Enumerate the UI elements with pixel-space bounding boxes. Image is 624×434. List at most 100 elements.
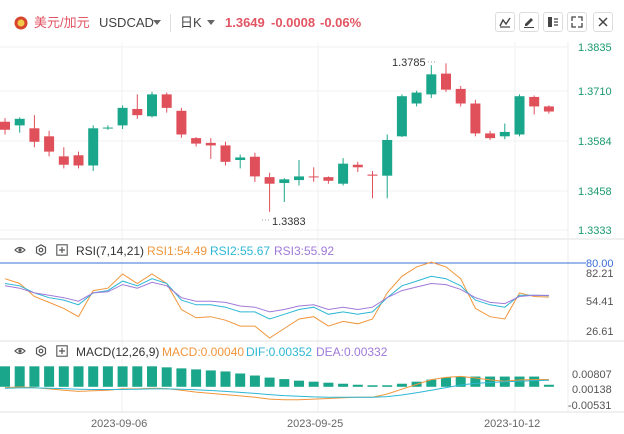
rsi3-value: RSI3:55.92 xyxy=(274,244,335,258)
candle-down xyxy=(249,156,260,177)
candle-down xyxy=(323,177,334,181)
dif-value: DIF:0.00352 xyxy=(246,345,313,359)
candle-up xyxy=(235,157,246,161)
add-indicator-icon[interactable] xyxy=(56,345,68,357)
candle-down xyxy=(73,155,84,166)
add-indicator-icon[interactable] xyxy=(56,244,68,256)
candle-down xyxy=(161,94,172,108)
eye-icon[interactable] xyxy=(14,345,26,357)
close-icon[interactable] xyxy=(593,12,613,32)
toolbar-divider xyxy=(170,14,171,32)
rsi-tick: 54.41 xyxy=(586,296,614,308)
candle-down xyxy=(205,142,216,146)
rsi-lines xyxy=(4,261,549,339)
period-selector[interactable]: 日K xyxy=(180,15,202,30)
macd-bar xyxy=(294,380,304,387)
macd-bar xyxy=(426,379,437,387)
macd-bar xyxy=(543,384,554,387)
price-axis: 1.3835 1.3710 1.3584 1.3458 1.3333 xyxy=(578,42,612,237)
candle-up xyxy=(382,139,393,176)
macd-bar xyxy=(235,373,246,387)
candle-up xyxy=(279,179,290,183)
drawing-tool-icon[interactable] xyxy=(495,12,515,32)
flag-icon xyxy=(14,16,28,30)
candle-down xyxy=(470,103,481,134)
macd-legend: MACD(12,26,9) MACD:0.00040 DIF:0.00352 D… xyxy=(0,343,560,361)
candle-down xyxy=(367,174,378,176)
candle-down xyxy=(191,138,202,144)
rsi2-line xyxy=(4,275,549,320)
candlestick-series xyxy=(0,63,554,212)
candle-up xyxy=(88,128,99,166)
price-tick: 1.3458 xyxy=(578,186,612,198)
macd-bar xyxy=(470,376,481,387)
rsi-axis: 80.00 82.21 54.41 26.61 xyxy=(586,258,614,338)
candle-up xyxy=(396,96,407,137)
symbol-code[interactable]: USDCAD xyxy=(99,15,154,30)
rsi2-value: RSI2:55.67 xyxy=(210,244,271,258)
macd-bar xyxy=(367,385,378,387)
price-grid xyxy=(0,42,568,412)
settings-icon[interactable] xyxy=(35,244,47,256)
date-axis: 2023-09-06 2023-09-25 2023-10-12 xyxy=(91,418,540,430)
macd-bar xyxy=(176,368,187,387)
macd-bar xyxy=(352,384,363,387)
candle-up xyxy=(147,94,157,117)
dropdown-caret-icon[interactable] xyxy=(207,20,215,25)
macd-tick: 0.00138 xyxy=(572,384,612,396)
rsi1-line xyxy=(4,261,549,339)
macd-bar xyxy=(44,366,55,387)
candle-up xyxy=(338,163,349,184)
macd-series xyxy=(0,366,554,401)
low-label: 1.3383 xyxy=(272,216,306,228)
last-price: 1.3649 xyxy=(225,15,265,30)
symbol-name[interactable]: 美元/加元 xyxy=(34,15,90,30)
rsi-legend: RSI(7,14,21) RSI1:54.49 RSI2:55.67 RSI3:… xyxy=(0,242,560,260)
candle-down xyxy=(441,73,451,90)
pen-tool-icon[interactable] xyxy=(519,12,539,32)
macd-tick: 0.00807 xyxy=(572,369,612,381)
candle-up xyxy=(411,92,422,104)
date-tick: 2023-09-25 xyxy=(287,418,343,430)
settings-icon[interactable] xyxy=(35,345,47,357)
chart-header: 美元/加元 USDCAD 日K 1.3649 -0.0008 -0.06% xyxy=(0,0,624,42)
low-annotation: 1.3383 xyxy=(262,216,306,228)
rsi3-line xyxy=(4,281,549,313)
macd-bar xyxy=(117,366,128,387)
price-tick: 1.3835 xyxy=(578,42,612,54)
macd-bar xyxy=(529,376,540,387)
candle-up xyxy=(294,176,304,181)
macd-bar xyxy=(249,375,260,387)
rsi-tick: 82.21 xyxy=(586,268,614,280)
macd-bar xyxy=(132,366,143,387)
candle-down xyxy=(352,164,363,168)
candle-down xyxy=(44,136,55,152)
rsi-label: RSI(7,14,21) xyxy=(76,244,145,258)
macd-axis: 0.00807 0.00138 -0.00531 xyxy=(568,369,612,412)
candle-down xyxy=(455,88,466,104)
eye-icon[interactable] xyxy=(14,244,26,256)
macd-bar xyxy=(161,367,172,387)
price-change: -0.0008 xyxy=(271,15,316,30)
candle-up xyxy=(14,118,25,126)
date-tick: 2023-10-12 xyxy=(484,418,540,430)
rsi-tick: 80.00 xyxy=(586,258,614,270)
high-label: 1.3785 xyxy=(392,57,426,69)
macd-bar xyxy=(88,366,99,387)
indicator-icon[interactable] xyxy=(543,12,563,32)
candle-up xyxy=(514,96,525,135)
macd-bar xyxy=(382,385,393,387)
candle-down xyxy=(529,96,540,107)
candle-up xyxy=(499,131,510,137)
high-annotation: 1.3785 xyxy=(392,57,437,69)
dea-value: DEA:0.00332 xyxy=(316,345,388,359)
macd-bar xyxy=(191,369,202,387)
dropdown-caret-icon[interactable] xyxy=(153,20,161,25)
macd-tick: -0.00531 xyxy=(568,400,611,412)
macd-bar xyxy=(338,383,349,387)
dif-line xyxy=(4,375,549,401)
macd-bar xyxy=(29,366,40,387)
fullscreen-icon[interactable] xyxy=(567,12,587,32)
rsi-tick: 26.61 xyxy=(586,326,614,338)
